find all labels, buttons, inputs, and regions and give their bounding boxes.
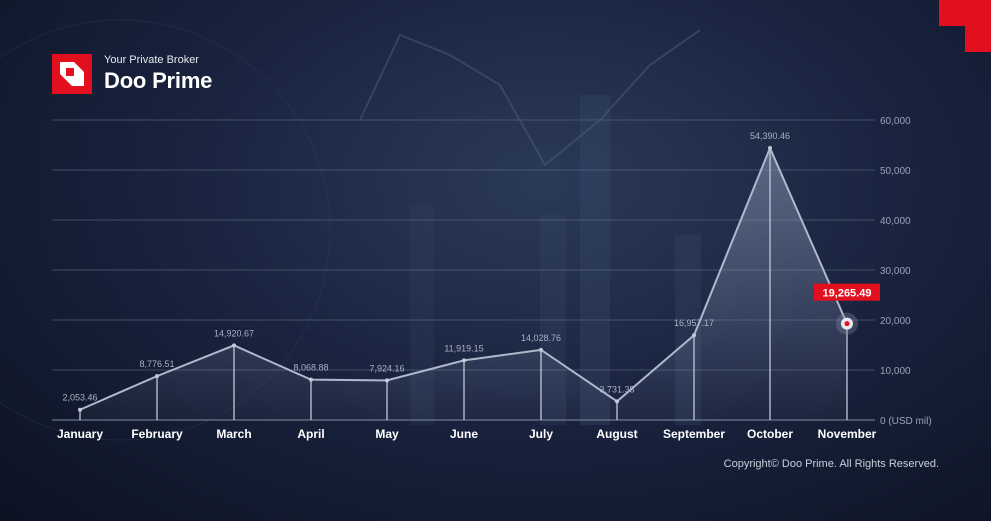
data-label: 11,919.15 (444, 343, 483, 353)
x-tick-label: April (297, 427, 324, 441)
data-label: 3,731.35 (599, 384, 634, 394)
y-tick-label: 0 (USD mil) (880, 416, 932, 427)
data-label: 7,924.16 (369, 363, 404, 373)
x-tick-label: February (131, 427, 183, 441)
data-label: 14,920.67 (214, 328, 254, 338)
y-tick-label: 60,000 (880, 116, 911, 127)
data-point (155, 374, 159, 379)
brand-logo: Your Private Broker Doo Prime (52, 54, 212, 94)
x-tick-label: May (375, 427, 399, 441)
data-label: 16,957.17 (674, 318, 714, 328)
x-tick-label: January (57, 427, 103, 441)
highlight-point-center (844, 321, 850, 327)
y-tick-label: 20,000 (880, 316, 911, 327)
data-label: 8,068.88 (293, 363, 328, 373)
data-point (615, 399, 619, 404)
data-point (692, 333, 696, 338)
x-tick-label: September (663, 427, 725, 441)
data-point (768, 146, 772, 151)
data-point (385, 378, 389, 383)
x-tick-label: July (529, 427, 553, 441)
y-tick-label: 50,000 (880, 166, 911, 177)
data-point (78, 407, 82, 412)
data-point (309, 377, 313, 382)
y-tick-label: 40,000 (880, 216, 911, 227)
x-tick-label: March (216, 427, 251, 441)
data-label: 19,265.49 (823, 288, 872, 300)
copyright-text: Copyright© Doo Prime. All Rights Reserve… (723, 458, 939, 470)
x-tick-label: June (450, 427, 478, 441)
x-tick-label: August (596, 427, 637, 441)
x-tick-label: November (818, 427, 877, 441)
brand-name: Doo Prime (104, 68, 213, 93)
x-tick-label: October (747, 427, 793, 441)
data-label: 8,776.51 (139, 359, 174, 369)
highlight-badge (814, 283, 880, 301)
data-point (462, 358, 466, 363)
data-label: 14,028.76 (521, 333, 561, 343)
data-label: 54,390.46 (750, 131, 790, 141)
doo-prime-logo-icon (52, 54, 92, 94)
y-tick-label: 30,000 (880, 266, 911, 277)
data-point (232, 343, 236, 348)
brand-tagline: Your Private Broker (104, 54, 199, 66)
corner-accent (939, 0, 991, 52)
data-label: 2,053.46 (62, 393, 97, 403)
y-tick-label: 10,000 (880, 366, 911, 377)
data-point (539, 347, 543, 352)
